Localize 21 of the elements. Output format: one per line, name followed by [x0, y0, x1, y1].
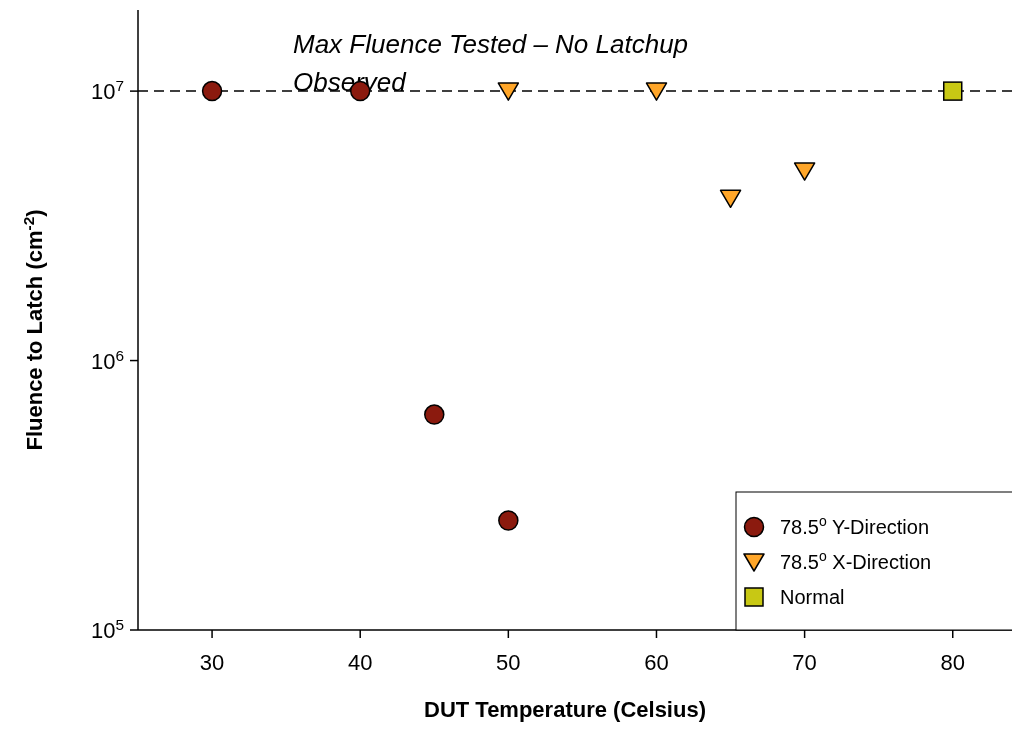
point [201, 80, 223, 102]
y-tick-label: 10$^{5}$ [90, 615, 124, 643]
legend-label: 78.5$^{o}$ X-Direction [780, 548, 932, 573]
point [943, 81, 963, 101]
y-tick-label: 10$^{6}$ [90, 346, 124, 374]
x-tick-label: 30 [199, 650, 225, 675]
x-tick-label: 80 [940, 650, 965, 675]
point [719, 189, 742, 209]
y-tick-label: 10$^{7}$ [90, 76, 124, 105]
x-axis-title: DUT Temperature (Celsius) [424, 697, 706, 722]
point [498, 510, 519, 531]
point [793, 162, 816, 181]
x-tick-label: 50 [496, 650, 521, 675]
point [497, 82, 520, 101]
point [424, 404, 445, 425]
x-tick-label: 40 [347, 650, 373, 675]
x-tick-label: 60 [644, 650, 669, 675]
legend-label: Normal [780, 586, 845, 608]
point [645, 82, 668, 101]
legend-label: 78.5$^{o}$ Y-Direction [780, 513, 930, 538]
x-tick-label: 70 [792, 650, 817, 675]
